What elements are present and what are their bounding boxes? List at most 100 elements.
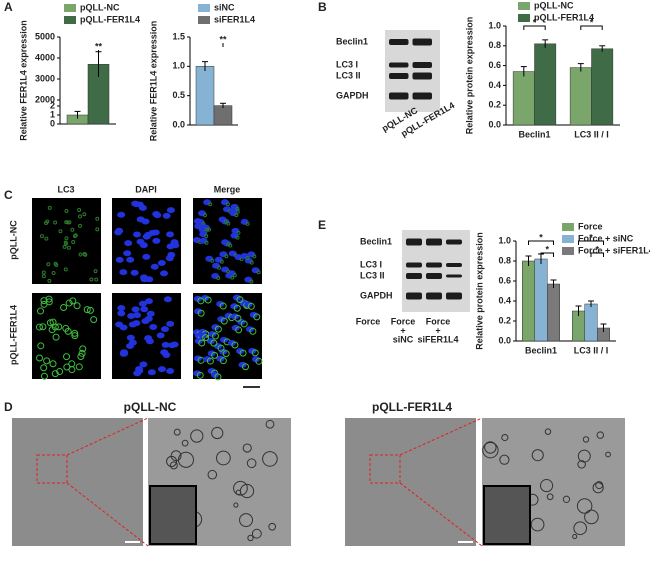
organelle xyxy=(235,489,242,496)
lc3-signal xyxy=(197,309,205,317)
nucleus xyxy=(148,229,157,236)
nucleus xyxy=(126,256,135,263)
column-label: Merge xyxy=(214,184,241,194)
lc3-signal xyxy=(219,357,227,365)
lc3-signal xyxy=(49,360,57,368)
nucleus xyxy=(219,348,228,355)
y-tick-label: 0 xyxy=(50,118,55,128)
nucleus xyxy=(206,338,215,345)
nucleus xyxy=(194,337,203,344)
nucleus xyxy=(197,210,206,217)
nucleus xyxy=(170,239,179,246)
lc3-signal xyxy=(40,364,48,372)
bar xyxy=(534,258,548,342)
lc3-signal xyxy=(235,326,243,334)
nucleus xyxy=(230,303,239,310)
blot-band xyxy=(426,292,442,300)
organelle xyxy=(216,450,231,466)
lc3-signal xyxy=(78,252,83,257)
nucleus xyxy=(238,361,247,368)
nucleus xyxy=(128,339,137,346)
lc3-signal xyxy=(214,373,222,381)
organelle xyxy=(262,451,278,467)
blot-band xyxy=(446,292,462,300)
lc3-signal xyxy=(79,345,87,353)
roi xyxy=(36,454,68,484)
legend-label: pQLL-NC xyxy=(534,0,574,10)
lane-label: siFER1L4 xyxy=(417,334,458,344)
y-tick-label: 0.0 xyxy=(172,119,185,129)
nucleus xyxy=(245,326,254,333)
nucleus xyxy=(236,348,245,355)
nucleus xyxy=(244,301,253,308)
organelle xyxy=(239,513,254,528)
nucleus xyxy=(230,203,239,210)
panel-letter: D xyxy=(4,400,13,414)
inset xyxy=(483,485,531,545)
lc3-signal xyxy=(78,349,86,357)
nucleus xyxy=(133,370,142,377)
blot-band xyxy=(412,62,432,68)
blot-band xyxy=(412,92,432,100)
lc3-signal xyxy=(249,327,257,335)
blot-band xyxy=(446,274,462,278)
lc3-signal xyxy=(239,349,247,357)
nucleus xyxy=(140,276,149,283)
organelle xyxy=(592,482,604,494)
lc3-signal xyxy=(51,323,59,331)
nucleus xyxy=(211,324,220,331)
y-tick-label: 1.0 xyxy=(488,20,501,30)
nucleus xyxy=(149,323,158,330)
bracket xyxy=(578,240,604,245)
lc3-signal xyxy=(68,366,76,374)
lc3-signal xyxy=(77,223,82,228)
y-tick-label: 1 xyxy=(50,109,55,119)
lc3-signal xyxy=(40,300,48,308)
nucleus xyxy=(199,224,208,231)
zoom-line xyxy=(66,482,149,547)
lc3-signal xyxy=(235,235,240,240)
lane-label: Force xyxy=(356,316,381,326)
legend-label: siFER1L4 xyxy=(214,14,255,24)
lc3-signal xyxy=(60,304,68,312)
lc3-signal xyxy=(64,236,69,241)
nucleus xyxy=(217,316,226,323)
organelle xyxy=(546,493,554,501)
legend-label: Force + siFER1L4 xyxy=(578,245,650,255)
y-tick-label: 2000 xyxy=(35,94,55,104)
organelle xyxy=(484,441,497,454)
legend-swatch xyxy=(518,2,530,10)
nucleus xyxy=(212,262,221,269)
organelle xyxy=(211,426,224,440)
lc3-signal xyxy=(53,261,58,266)
nucleus xyxy=(249,311,258,318)
blot-band xyxy=(406,273,422,279)
y-tick-label: 0.8 xyxy=(498,255,511,265)
lane-label: Force xyxy=(391,316,416,326)
blot-band xyxy=(389,62,409,68)
nucleus xyxy=(232,294,241,301)
blot-band xyxy=(406,292,422,300)
nucleus xyxy=(119,269,128,276)
lc3-signal xyxy=(196,371,204,379)
nucleus xyxy=(150,263,159,270)
lc3-signal xyxy=(234,314,242,322)
lc3-signal xyxy=(245,221,250,226)
lc3-signal xyxy=(232,273,237,278)
lc3-signal xyxy=(83,306,91,314)
nucleus xyxy=(144,298,153,305)
lc3-signal xyxy=(64,209,69,214)
nucleus xyxy=(211,273,220,280)
organelle xyxy=(233,502,239,508)
lc3-signal xyxy=(217,344,225,352)
lc3-signal xyxy=(255,357,263,365)
bar xyxy=(534,43,557,126)
x-tick-label: Beclin1 xyxy=(525,345,557,355)
bracket xyxy=(528,240,554,245)
bracket xyxy=(590,252,604,257)
organelle xyxy=(169,461,178,470)
nucleus xyxy=(166,320,175,327)
lc3-signal xyxy=(223,219,228,224)
lc3-signal xyxy=(226,221,231,226)
lc3-signal xyxy=(56,368,64,376)
